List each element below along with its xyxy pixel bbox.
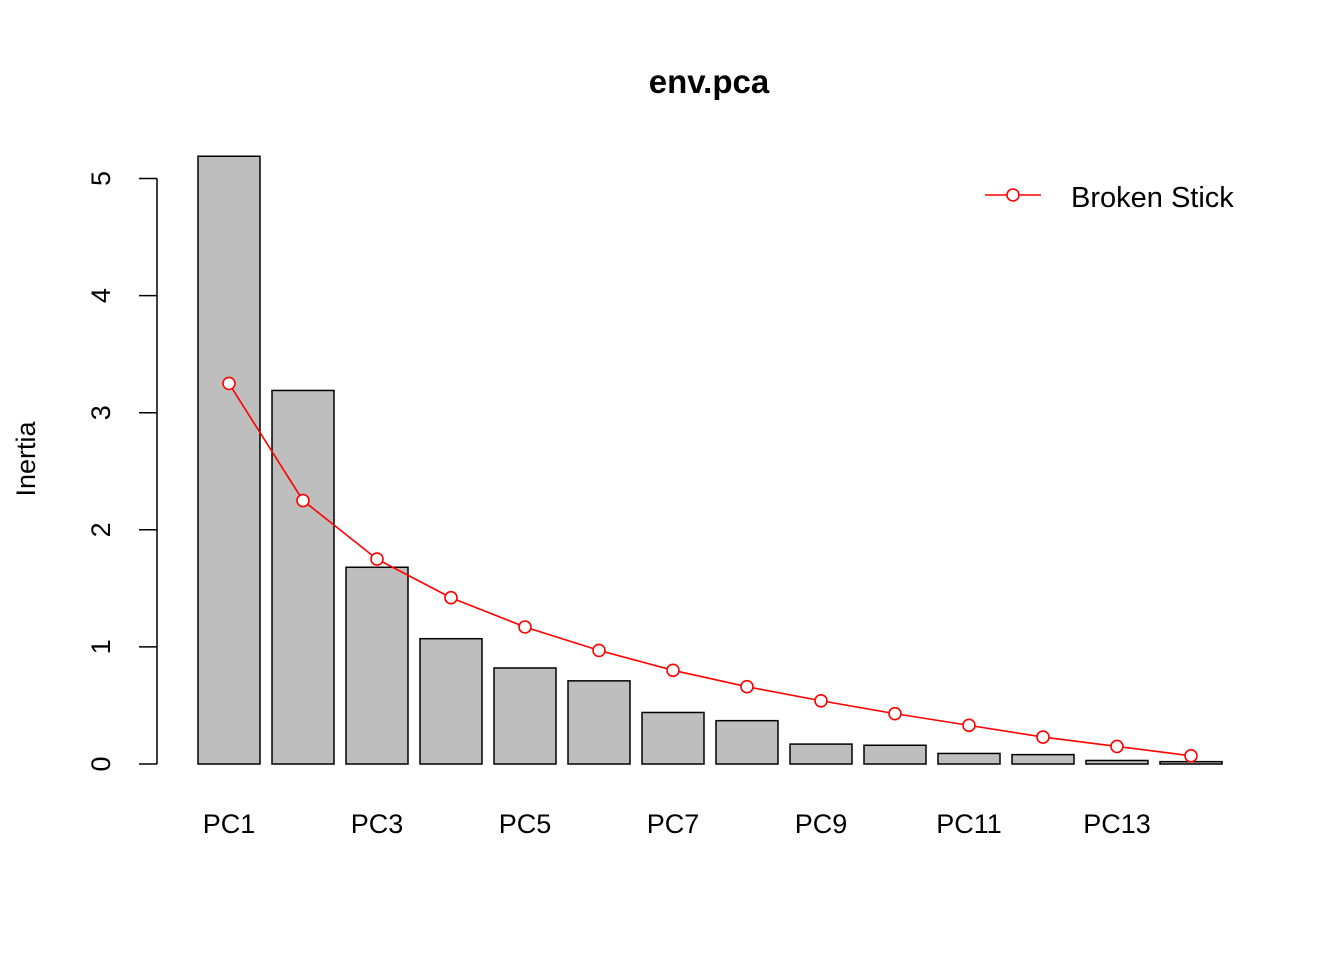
broken-stick-point-pc6 bbox=[592, 643, 606, 658]
bar-pc7 bbox=[641, 711, 705, 765]
broken-stick-point-pc14 bbox=[1184, 749, 1198, 763]
broken-stick-point-pc7 bbox=[666, 663, 680, 678]
bar-pc2 bbox=[271, 389, 335, 765]
broken-stick-point-pc5 bbox=[518, 620, 532, 634]
x-tick-label-pc7: PC7 bbox=[647, 809, 700, 839]
bar-pc4 bbox=[419, 637, 483, 765]
broken-stick-point-pc9 bbox=[814, 693, 828, 708]
broken-stick-series bbox=[222, 376, 1198, 763]
broken-stick-point-pc12 bbox=[1036, 730, 1050, 744]
chart-title: env.pca bbox=[649, 63, 770, 100]
y-tick-label-4: 4 bbox=[86, 288, 116, 303]
broken-stick-point-pc11 bbox=[962, 718, 976, 733]
bar-pc1 bbox=[197, 155, 261, 765]
x-tick-label-pc5: PC5 bbox=[499, 809, 552, 839]
bar-pc13 bbox=[1085, 759, 1149, 765]
broken-stick-point-pc3 bbox=[370, 552, 384, 566]
x-tick-label-pc3: PC3 bbox=[351, 809, 404, 839]
bar-pc9 bbox=[789, 743, 853, 765]
bar-group bbox=[197, 155, 1223, 765]
x-tick-label-pc13: PC13 bbox=[1083, 809, 1151, 839]
y-tick-label-5: 5 bbox=[86, 171, 116, 186]
broken-stick-point-pc4 bbox=[444, 590, 458, 605]
y-tick-label-0: 0 bbox=[86, 756, 116, 771]
bar-pc11 bbox=[937, 752, 1001, 765]
bar-pc3 bbox=[345, 566, 409, 765]
bar-pc8 bbox=[715, 719, 779, 765]
legend: Broken Stick bbox=[985, 182, 1234, 214]
x-axis-labels: PC1 PC3 PC5 PC7 PC9 PC11 PC13 bbox=[203, 809, 1151, 839]
y-tick-label-2: 2 bbox=[86, 522, 116, 537]
x-tick-label-pc1: PC1 bbox=[203, 809, 256, 839]
bar-pc6 bbox=[567, 680, 631, 765]
y-axis-label: Inertia bbox=[11, 420, 41, 496]
broken-stick-point-pc8 bbox=[740, 679, 754, 694]
bar-pc12 bbox=[1011, 753, 1075, 765]
x-tick-label-pc11: PC11 bbox=[936, 809, 1002, 839]
bar-pc10 bbox=[863, 744, 927, 765]
y-tick-label-3: 3 bbox=[86, 405, 116, 420]
broken-stick-point-pc13 bbox=[1110, 739, 1124, 754]
legend-label-broken-stick: Broken Stick bbox=[1071, 182, 1234, 214]
y-tick-label-1: 1 bbox=[86, 639, 116, 654]
legend-point-swatch bbox=[1006, 188, 1020, 202]
broken-stick-point-pc1 bbox=[222, 376, 236, 391]
broken-stick-point-pc2 bbox=[296, 493, 310, 508]
bar-pc5 bbox=[493, 667, 557, 765]
y-axis: 0 1 2 3 4 5 bbox=[86, 171, 158, 772]
broken-stick-point-pc10 bbox=[888, 706, 902, 721]
x-tick-label-pc9: PC9 bbox=[795, 809, 848, 839]
broken-stick-line bbox=[228, 382, 1192, 757]
